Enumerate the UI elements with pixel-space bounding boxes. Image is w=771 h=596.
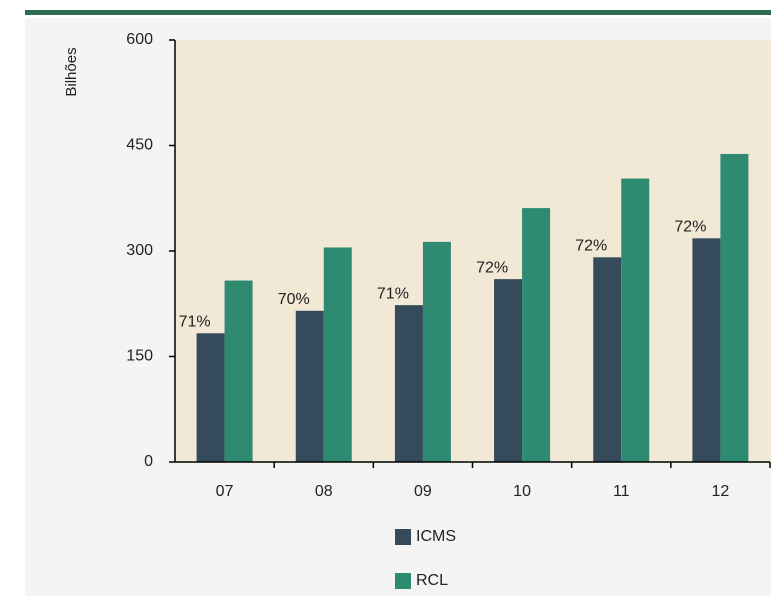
annotation: 72% <box>674 219 706 236</box>
x-tick-label: 12 <box>712 483 730 500</box>
annotation: 72% <box>575 238 607 255</box>
legend-label: RCL <box>416 572 448 589</box>
legend-label: ICMS <box>416 528 456 545</box>
annotation: 72% <box>476 259 508 276</box>
plot-area <box>175 40 771 462</box>
annotation: 71% <box>179 314 211 331</box>
x-tick-label: 09 <box>414 483 432 500</box>
y-axis-label: Bilhões <box>63 47 80 96</box>
bar <box>522 208 551 462</box>
bar <box>196 333 225 462</box>
header-band <box>25 10 771 15</box>
bar <box>394 305 423 462</box>
y-tick-label: 0 <box>144 453 153 470</box>
annotation: 71% <box>377 285 409 302</box>
x-tick-label: 11 <box>613 483 630 500</box>
x-tick-label: 08 <box>315 483 333 500</box>
bar <box>720 153 749 462</box>
legend-swatch <box>395 529 411 545</box>
y-tick-label: 300 <box>126 242 153 259</box>
y-tick-label: 600 <box>126 31 153 48</box>
bar <box>593 257 622 462</box>
bar <box>295 310 324 462</box>
x-tick-label: 10 <box>513 483 531 500</box>
bar <box>494 279 523 462</box>
bar <box>323 247 352 462</box>
bar <box>224 280 253 462</box>
y-tick-label: 150 <box>126 348 153 365</box>
legend-swatch <box>395 573 411 589</box>
bar <box>422 241 451 462</box>
bar <box>692 238 721 462</box>
x-tick-label: 07 <box>216 483 234 500</box>
annotation: 70% <box>278 291 310 308</box>
bar <box>621 178 650 462</box>
y-tick-label: 450 <box>126 137 153 154</box>
